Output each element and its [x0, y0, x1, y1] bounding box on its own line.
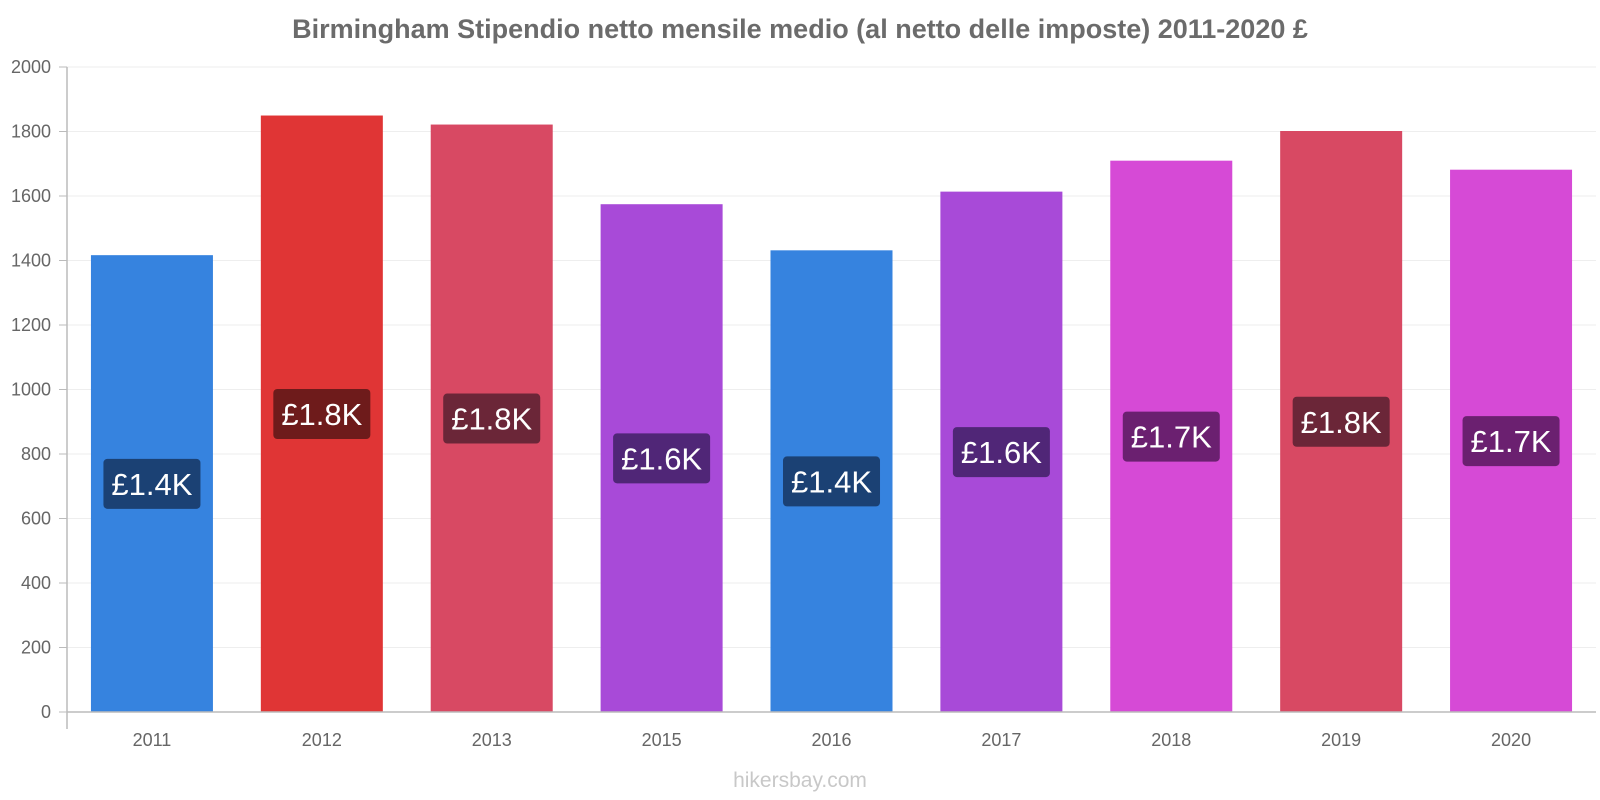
- data-label-bg: [103, 458, 201, 509]
- data-label-2015: £1.6K: [613, 433, 711, 484]
- y-tick-label: 1000: [11, 380, 51, 400]
- data-label-bg: [1292, 396, 1390, 447]
- data-label-bg: [952, 427, 1050, 478]
- data-label-text: £1.8K: [1301, 405, 1382, 440]
- data-label-2018: £1.7K: [1122, 411, 1220, 462]
- data-label-2016: £1.4K: [782, 456, 881, 507]
- data-label-2011: £1.4K: [103, 458, 201, 509]
- data-label-2019: £1.8K: [1292, 396, 1390, 447]
- data-label-text: £1.6K: [621, 441, 702, 476]
- y-tick-label: 1800: [11, 122, 51, 142]
- y-tick-label: 800: [21, 444, 51, 464]
- x-tick-labels: 2011 2012 2013 2015 2016 2017 2018 2019 2020: [133, 730, 1531, 750]
- data-label-text: £1.4K: [791, 464, 872, 499]
- data-label-bg: [443, 393, 541, 444]
- y-tick-label: 600: [21, 509, 51, 529]
- y-tick-label: 400: [21, 573, 51, 593]
- x-tick-label: 2020: [1491, 730, 1531, 750]
- chart-title: Birmingham Stipendio netto mensile medio…: [292, 14, 1308, 44]
- data-label-text: £1.6K: [961, 435, 1042, 470]
- data-label-text: £1.7K: [1131, 420, 1212, 455]
- data-label-bg: [1122, 411, 1220, 462]
- y-tick-label: 200: [21, 638, 51, 658]
- data-label-2012: £1.8K: [273, 389, 371, 440]
- x-tick-label: 2011: [133, 730, 172, 750]
- data-label-2013: £1.8K: [443, 393, 541, 444]
- y-tick-label: 1600: [11, 186, 51, 206]
- y-tick-labels: 0 200 400 600 800 1000 1200 1400 1600 1800 2000: [11, 57, 51, 722]
- x-tick-label: 2012: [302, 730, 342, 750]
- data-label-text: £1.4K: [111, 467, 192, 502]
- x-tick-label: 2016: [811, 730, 851, 750]
- x-tick-label: 2015: [642, 730, 682, 750]
- data-label-text: £1.8K: [451, 402, 532, 437]
- data-label-2020: £1.7K: [1462, 416, 1560, 467]
- x-tick-label: 2019: [1321, 730, 1361, 750]
- data-label-text: £1.7K: [1471, 424, 1552, 459]
- data-labels: £1.4K £1.8K £1.8K £1.6K £1.4K £1.6K £1.7K £1.8K…: [103, 389, 1560, 509]
- y-tick-label: 0: [41, 702, 51, 722]
- data-label-2017: £1.6K: [952, 427, 1050, 478]
- watermark: hikersbay.com: [733, 769, 867, 792]
- data-label-bg: [613, 433, 711, 484]
- x-tick-label: 2013: [472, 730, 512, 750]
- y-tick-label: 1200: [11, 315, 51, 335]
- data-label-text: £1.8K: [281, 397, 362, 432]
- x-tick-label: 2017: [981, 730, 1021, 750]
- axes: [59, 66, 1596, 729]
- y-tick-label: 1400: [11, 251, 51, 271]
- data-label-bg: [782, 456, 881, 507]
- x-tick-label: 2018: [1151, 730, 1191, 750]
- data-label-bg: [273, 389, 371, 440]
- y-tick-label: 2000: [11, 57, 51, 77]
- data-label-bg: [1462, 416, 1560, 467]
